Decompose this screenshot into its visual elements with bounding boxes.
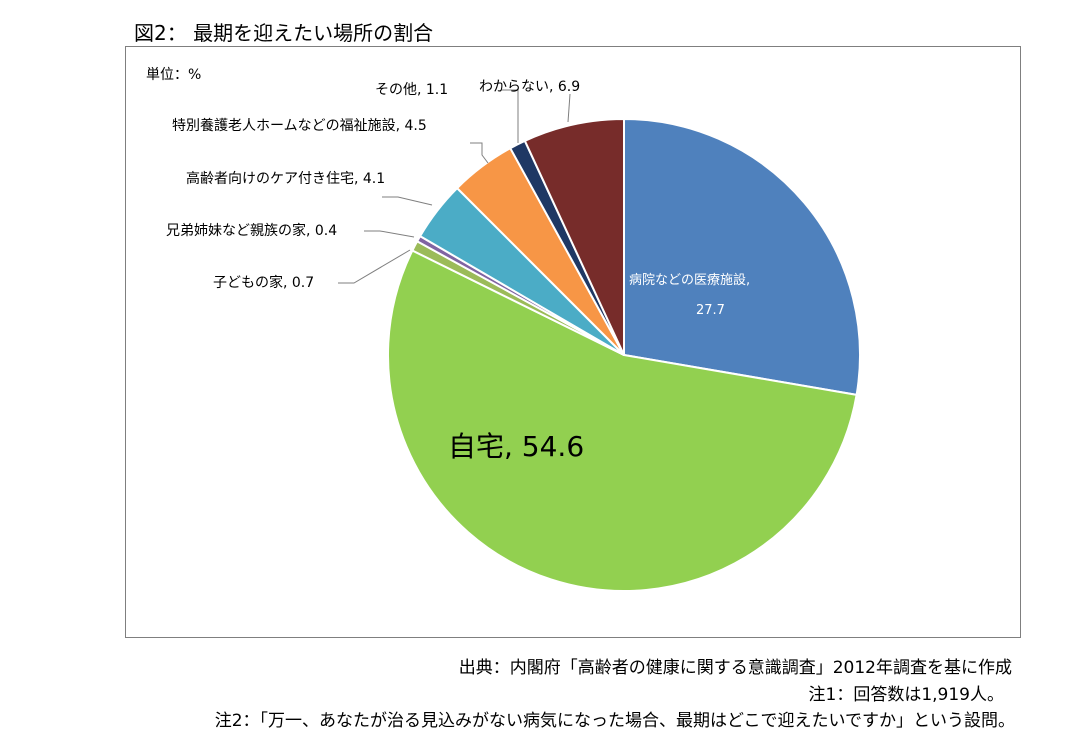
leader-lines (338, 89, 571, 284)
data-label-home: 自宅, 54.6 (448, 430, 584, 463)
chart-title: 図2： 最期を迎えたい場所の割合 (134, 21, 434, 45)
pie-slice-unknown (523, 117, 625, 356)
source-note: 出典：内閣府「高齢者の健康に関する意識調査」2012年調査を基に作成 (458, 658, 1012, 678)
data-label-unknown: わからない, 6.9 (479, 79, 580, 95)
data-label-relatives-home: 兄弟姉妹など親族の家, 0.4 (166, 222, 337, 239)
chart-frame: 単位：% 病院などの医療施設, 27.7 自宅, 54.6 子どもの家, 0.7… (125, 46, 1021, 638)
leader-line-unknown (567, 93, 571, 123)
note-1: 注1：回答数は1,919人。 (808, 685, 1004, 705)
data-label-other: その他, 1.1 (375, 82, 448, 98)
data-label-hospital-value: 27.7 (696, 303, 725, 318)
leader-line-other (502, 89, 519, 143)
note-2: 注2：「万一、あなたが治る見込みがない病気になった場合、最期はどこで迎えたいです… (214, 711, 1015, 731)
pie-slice-home (387, 249, 858, 592)
leader-line-childs-home (338, 249, 411, 284)
data-label-childs-home: 子どもの家, 0.7 (213, 274, 314, 291)
pie-slice-hospital (623, 117, 861, 396)
data-label-welfare-facility: 特別養護老人ホームなどの福祉施設, 4.5 (172, 117, 427, 134)
unit-label: 単位：% (146, 67, 201, 83)
data-label-hospital-name: 病院などの医療施設, (629, 272, 750, 288)
pie-chart: 単位：% 病院などの医療施設, 27.7 自宅, 54.6 子どもの家, 0.7… (146, 67, 861, 592)
leader-line-welfare-facility (470, 142, 489, 164)
data-label-care-housing: 高齢者向けのケア付き住宅, 4.1 (186, 170, 385, 187)
pie-slices (387, 117, 861, 592)
leader-line-relatives-home (364, 230, 415, 238)
leader-line-care-housing (382, 196, 433, 206)
